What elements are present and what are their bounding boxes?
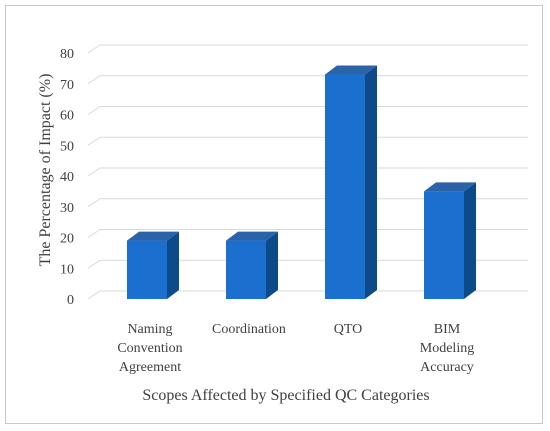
bars <box>127 65 476 300</box>
bar-front <box>127 240 167 299</box>
gridline <box>87 290 528 300</box>
gridlines <box>87 44 528 300</box>
bar <box>127 231 179 299</box>
bar-top <box>325 65 377 75</box>
x-axis-categories: Naming Convention Agreement Coordination QTO… <box>117 322 474 375</box>
bar <box>424 182 476 299</box>
y-tick-label: 10 <box>60 262 74 277</box>
gridline <box>87 44 528 54</box>
y-tick-label: 60 <box>60 109 74 124</box>
x-category-label: QTO <box>334 322 363 337</box>
x-axis-title: Scopes Affected by Specified QC Categori… <box>142 387 429 404</box>
y-tick-label: 0 <box>67 293 74 308</box>
x-category-label: BIM Modeling Accuracy <box>420 322 474 375</box>
y-tick-label: 80 <box>60 47 74 62</box>
y-tick-label: 50 <box>60 139 74 154</box>
bar-front <box>424 191 464 299</box>
gridline <box>87 75 528 85</box>
x-category-line: Agreement <box>119 360 181 375</box>
bar-side <box>167 231 179 299</box>
x-category-line: Modeling <box>420 341 474 356</box>
y-tick-label: 70 <box>60 78 74 93</box>
y-tick-label: 40 <box>60 170 74 185</box>
gridline <box>87 229 528 238</box>
bar-side <box>266 231 278 299</box>
x-category-line: Naming <box>127 322 172 337</box>
bar <box>325 65 377 300</box>
gridline <box>87 136 528 146</box>
bar-side <box>464 182 476 299</box>
bar-top <box>127 231 179 241</box>
gridline <box>87 259 528 269</box>
bar-top <box>226 231 278 241</box>
y-axis-title: The Percentage of Impact (%) <box>37 74 54 267</box>
gridline <box>87 167 528 177</box>
bar-front <box>325 74 365 300</box>
x-category-line: Coordination <box>212 322 286 337</box>
y-tick-label: 30 <box>60 201 74 216</box>
y-tick-label: 20 <box>60 232 74 247</box>
bar-side <box>365 65 377 300</box>
x-category-label: Naming Convention Agreement <box>117 322 182 375</box>
y-axis-ticks: 0 10 20 30 40 50 60 70 80 <box>60 47 74 308</box>
x-category-line: Accuracy <box>420 360 474 375</box>
x-category-label: Coordination <box>212 322 286 337</box>
gridline <box>87 106 528 115</box>
gridline <box>87 198 528 208</box>
x-category-line: BIM <box>434 322 461 337</box>
x-category-line: QTO <box>334 322 363 337</box>
bar-front <box>226 240 266 299</box>
bar-top <box>424 182 476 192</box>
bar <box>226 231 278 299</box>
x-category-line: Convention <box>117 341 182 356</box>
